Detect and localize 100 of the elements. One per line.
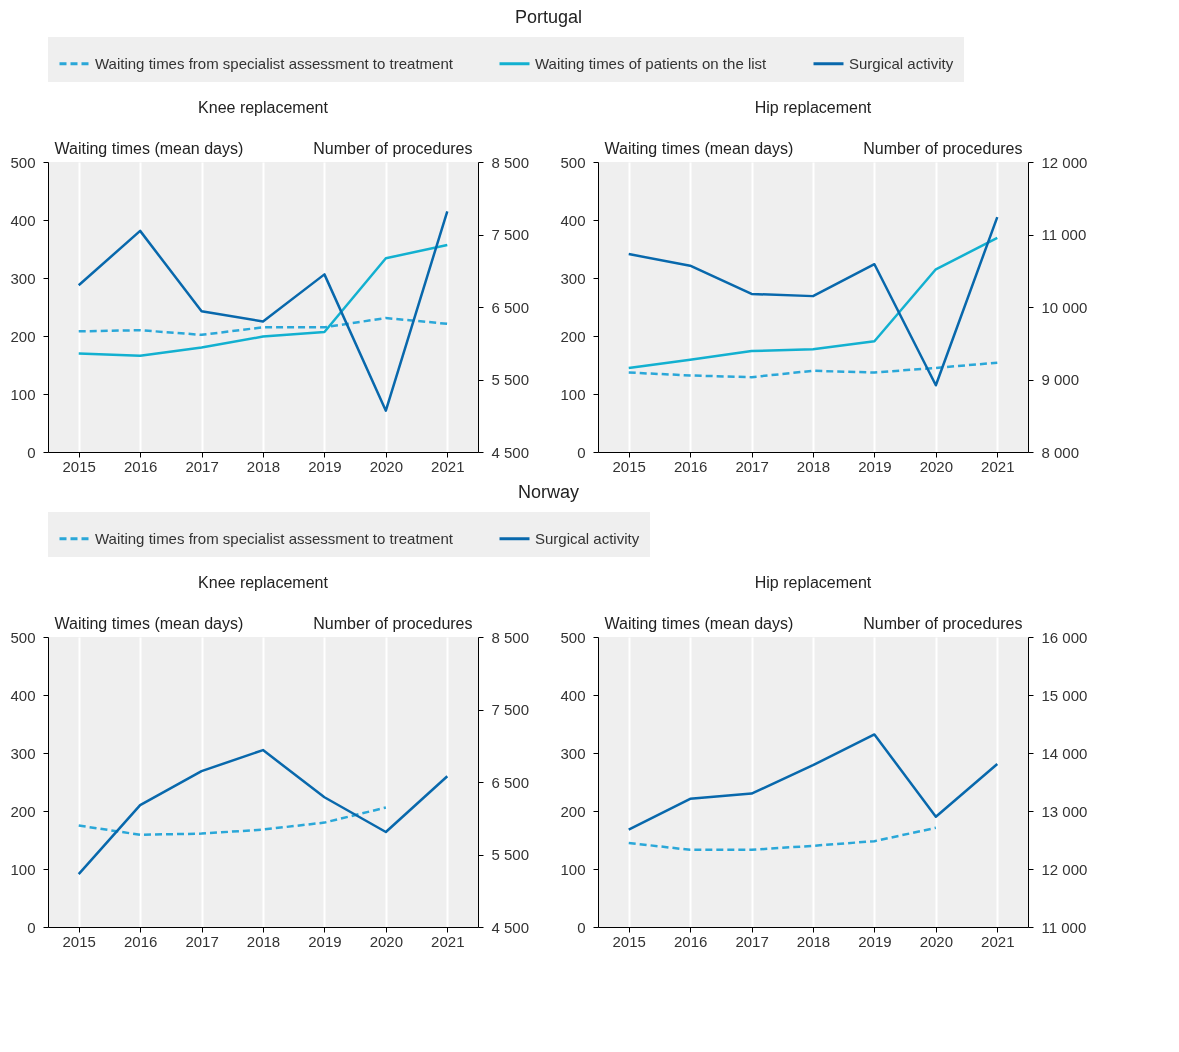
y2-tick-label: 12 000 [1041, 860, 1088, 878]
y2-tick-label: 4 500 [491, 443, 530, 461]
y-tick-label: 300 [10, 744, 36, 762]
y-tick-label: 100 [10, 860, 36, 878]
y-tick-label: 500 [10, 153, 36, 171]
y2-axis-title: Number of procedures [313, 139, 473, 157]
x-tick-label: 2021 [981, 932, 1015, 950]
y2-tick-label: 5 500 [491, 371, 530, 388]
y-axis-title: Waiting times (mean days) [604, 139, 794, 157]
x-tick-label: 2018 [796, 932, 831, 950]
x-tick-label: 2020 [369, 932, 404, 950]
y2-axis-title: Number of procedures [863, 139, 1023, 157]
line-series [77, 210, 449, 412]
y-tick-label: 300 [10, 269, 36, 287]
y-tick-label: 300 [560, 269, 586, 287]
y2-tick-label: 8 500 [491, 153, 530, 171]
y-tick-label: 300 [560, 744, 586, 762]
y2-tick-label: 7 500 [491, 701, 530, 718]
y-tick-label: 0 [577, 918, 586, 936]
chart-title: Hip replacement [754, 99, 872, 116]
line-series [77, 316, 449, 337]
legend-label: Waiting times from specialist assessment to treatment [95, 529, 454, 547]
y2-tick-label: 13 000 [1041, 802, 1088, 820]
y-axis-title: Waiting times (mean days) [604, 614, 794, 632]
line-series [77, 243, 449, 357]
x-tick-label: 2016 [673, 932, 708, 950]
y2-axis-title: Number of procedures [863, 614, 1023, 632]
y2-tick-label: 8 500 [491, 628, 530, 646]
x-tick-label: 2019 [858, 932, 892, 950]
y2-tick-label: 10 000 [1041, 298, 1088, 316]
y-tick-label: 100 [560, 860, 586, 878]
y-tick-label: 400 [560, 686, 586, 704]
x-tick-label: 2019 [308, 932, 342, 950]
y-tick-label: 200 [560, 327, 586, 345]
y2-tick-label: 15 000 [1041, 686, 1088, 704]
text: Portugal [514, 7, 582, 27]
y2-tick-label: 8 000 [1041, 443, 1080, 461]
y-tick-label: 200 [560, 802, 586, 820]
x-tick-label: 2017 [735, 457, 769, 475]
y2-tick-label: 7 500 [491, 226, 530, 243]
y-tick-label: 100 [10, 385, 36, 403]
x-tick-label: 2019 [858, 457, 892, 475]
line-series [77, 806, 388, 837]
x-tick-label: 2020 [919, 932, 954, 950]
y-tick-label: 400 [10, 211, 36, 229]
x-tick-label: 2015 [612, 932, 646, 950]
x-tick-label: 2020 [369, 457, 404, 475]
chart-title: Hip replacement [754, 574, 872, 591]
x-tick-label: 2021 [431, 932, 465, 950]
legend-label: Waiting times from specialist assessment to treatment [95, 54, 454, 72]
y-tick-label: 100 [560, 385, 586, 403]
y2-axis-title: Number of procedures [313, 614, 473, 632]
y2-tick-label: 9 000 [1041, 371, 1080, 388]
legend-label: Waiting times of patients on the list [535, 54, 768, 72]
x-tick-label: 2020 [919, 457, 954, 475]
y-tick-label: 200 [10, 802, 36, 820]
line-series [77, 748, 449, 876]
y2-tick-label: 14 000 [1041, 744, 1088, 762]
x-tick-label: 2017 [735, 932, 769, 950]
x-tick-label: 2019 [308, 457, 342, 475]
x-tick-label: 2016 [673, 457, 708, 475]
x-tick-label: 2018 [796, 457, 831, 475]
x-tick-label: 2016 [123, 457, 158, 475]
x-tick-label: 2017 [185, 932, 219, 950]
legend-label: Surgical activity [849, 54, 954, 72]
y-axis-title: Waiting times (mean days) [54, 614, 244, 632]
x-tick-label: 2021 [981, 457, 1015, 475]
chart-title: Knee replacement [198, 574, 329, 591]
line-series [627, 236, 999, 370]
y-tick-label: 500 [10, 628, 36, 646]
x-tick-label: 2015 [62, 932, 96, 950]
y-tick-label: 0 [27, 443, 36, 461]
y2-tick-label: 11 000 [1041, 918, 1087, 936]
legend-label: Surgical activity [535, 529, 640, 547]
y2-tick-label: 11 000 [1041, 226, 1087, 243]
text: Norway [517, 482, 579, 502]
line-series [627, 215, 999, 387]
x-tick-label: 2018 [246, 932, 281, 950]
x-tick-label: 2018 [246, 457, 281, 475]
x-tick-label: 2021 [431, 457, 465, 475]
y-axis-title: Waiting times (mean days) [54, 139, 244, 157]
x-tick-label: 2016 [123, 932, 158, 950]
y2-tick-label: 16 000 [1041, 628, 1088, 646]
line-series [627, 361, 999, 379]
y-tick-label: 0 [27, 918, 36, 936]
y2-tick-label: 12 000 [1041, 153, 1088, 171]
y-tick-label: 400 [10, 686, 36, 704]
y2-tick-label: 6 500 [491, 298, 530, 316]
y-tick-label: 200 [10, 327, 36, 345]
line-series [627, 733, 999, 831]
x-tick-label: 2015 [62, 457, 96, 475]
y2-tick-label: 6 500 [491, 773, 530, 791]
chart-title: Knee replacement [198, 99, 329, 116]
y2-tick-label: 5 500 [491, 846, 530, 863]
line-series [627, 826, 938, 852]
y-tick-label: 500 [560, 153, 586, 171]
y-tick-label: 500 [560, 628, 586, 646]
y-tick-label: 400 [560, 211, 586, 229]
x-tick-label: 2015 [612, 457, 646, 475]
y2-tick-label: 4 500 [491, 918, 530, 936]
